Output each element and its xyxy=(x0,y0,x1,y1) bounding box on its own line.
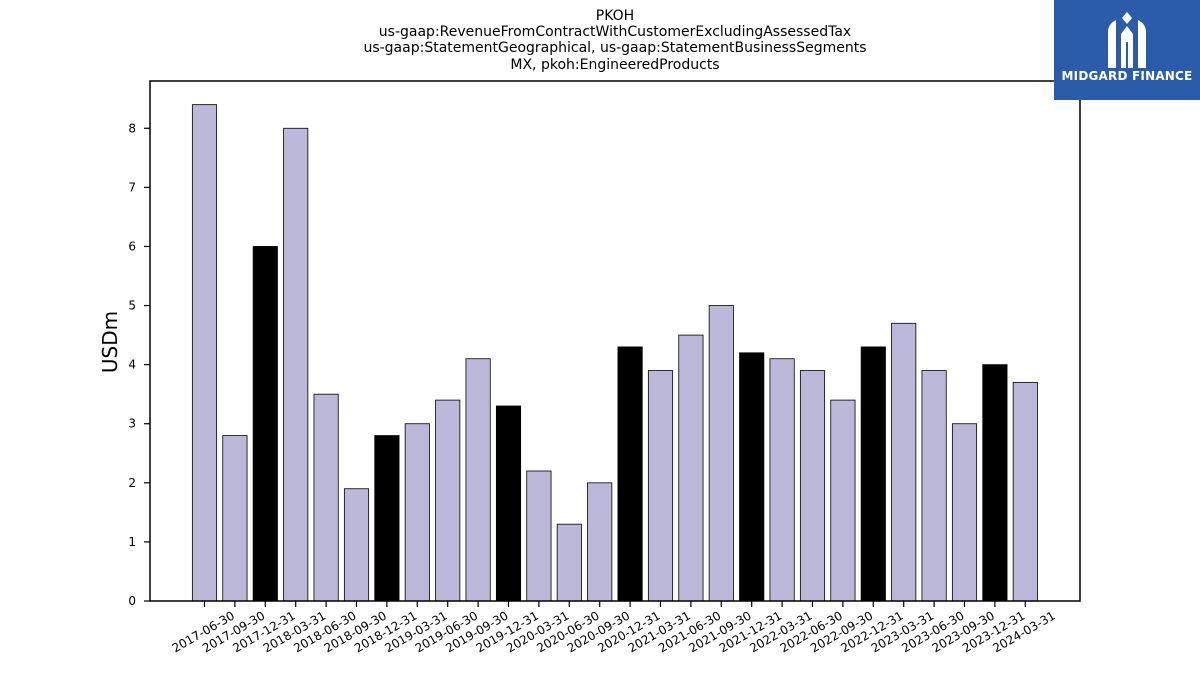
midgard-logo: MIDGARD FINANCE xyxy=(1054,0,1200,100)
bar-2022-09-30 xyxy=(830,399,856,602)
y-tick-label: 1 xyxy=(128,535,136,549)
bar-2021-12-31 xyxy=(739,352,765,602)
bar-2020-03-31 xyxy=(526,470,552,602)
bar-2017-09-30 xyxy=(222,435,248,602)
bar-2019-03-31 xyxy=(404,423,430,602)
y-tick-label: 3 xyxy=(128,417,136,431)
bar-2018-03-31 xyxy=(283,127,309,602)
bar-2021-09-30 xyxy=(708,305,734,602)
bar-2023-09-30 xyxy=(951,423,978,602)
title-line-1: PKOH xyxy=(596,8,634,24)
y-tick-label: 0 xyxy=(128,594,136,608)
x-axis: 2017-06-302017-09-302017-12-312018-03-31… xyxy=(170,601,1058,655)
bar-2019-09-30 xyxy=(465,358,491,602)
bar-2018-06-30 xyxy=(313,393,339,602)
bar-2019-06-30 xyxy=(435,399,461,602)
y-axis: 0 1 2 3 4 5 6 7 8 xyxy=(128,121,150,608)
title-line-3: us-gaap:StatementGeographical, us-gaap:S… xyxy=(363,40,866,56)
y-tick-label: 2 xyxy=(128,476,136,490)
bar-2021-06-30 xyxy=(678,334,704,602)
bar-2024-03-31 xyxy=(1012,381,1038,602)
bar-2023-03-31 xyxy=(891,322,917,602)
bar-2017-06-30 xyxy=(191,104,218,602)
y-tick-label: 6 xyxy=(128,239,136,253)
y-axis-label: USDm xyxy=(98,311,122,373)
chart-title: PKOH us-gaap:RevenueFromContractWithCust… xyxy=(363,8,866,73)
y-tick-label: 7 xyxy=(128,180,136,194)
bar-2017-12-31 xyxy=(252,246,278,602)
bar-2021-03-31 xyxy=(647,370,674,602)
bar-2018-12-31 xyxy=(374,435,400,602)
bar-2023-06-30 xyxy=(921,370,947,602)
bar-2018-09-30 xyxy=(343,488,370,602)
y-tick-label: 5 xyxy=(128,299,136,313)
bar-2022-03-31 xyxy=(769,358,795,602)
plot-frame xyxy=(149,80,1081,602)
bar-2022-12-31 xyxy=(860,346,886,602)
bar-2020-09-30 xyxy=(587,482,613,602)
bar-2020-12-31 xyxy=(617,346,643,602)
logo-text: MIDGARD FINANCE xyxy=(1061,69,1193,83)
bars-group xyxy=(191,104,1038,602)
y-tick-label: 4 xyxy=(128,358,136,372)
bar-2023-12-31 xyxy=(982,364,1008,602)
midgard-logo-icon xyxy=(1108,12,1146,68)
bar-2019-12-31 xyxy=(495,405,522,602)
title-line-2: us-gaap:RevenueFromContractWithCustomerE… xyxy=(379,24,851,40)
title-line-4: MX, pkoh:EngineeredProducts xyxy=(510,57,719,73)
y-tick-label: 8 xyxy=(128,121,136,135)
bar-2020-06-30 xyxy=(556,523,582,602)
bar-2022-06-30 xyxy=(799,370,826,602)
